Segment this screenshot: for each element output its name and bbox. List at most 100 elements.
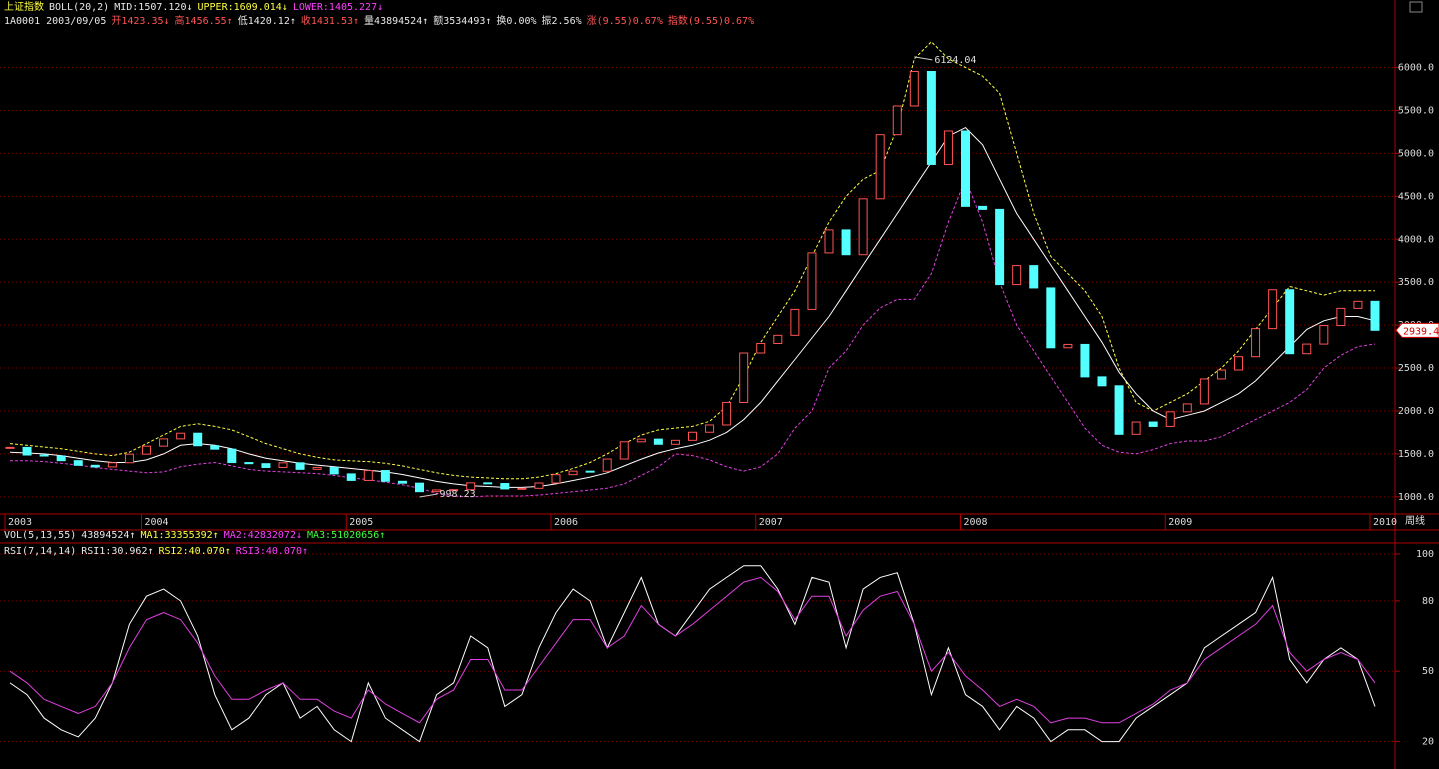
y-tick-label: 6000.0 xyxy=(1398,63,1434,74)
amplitude: 振2.56% xyxy=(541,16,582,27)
candle xyxy=(312,467,322,470)
volume: 量43894524↑ xyxy=(364,16,429,27)
candle xyxy=(1234,356,1243,371)
candle xyxy=(1046,287,1056,349)
annotation: 6124.04 xyxy=(934,55,976,66)
candle xyxy=(619,441,629,460)
y-tick-label: 2000.0 xyxy=(1398,406,1434,417)
candle xyxy=(124,453,134,464)
candle xyxy=(483,482,493,485)
candle xyxy=(380,470,390,482)
period: 周线 xyxy=(1405,516,1425,527)
x-tick-label: 2003 xyxy=(8,517,32,528)
y-tick-label: 4500.0 xyxy=(1398,191,1434,202)
annotation: 998.23 xyxy=(440,489,476,500)
candle xyxy=(892,105,902,136)
candle xyxy=(568,470,578,476)
candle xyxy=(534,482,544,489)
vol-name: VOL(5,13,55) xyxy=(4,530,77,541)
candle xyxy=(841,229,851,256)
candle xyxy=(107,462,117,468)
index-name: 上证指数 xyxy=(4,2,44,13)
candle xyxy=(1131,421,1141,435)
candle xyxy=(1353,300,1363,309)
candle xyxy=(39,454,49,457)
candle xyxy=(1148,421,1158,427)
mid: MID:1507.120↓ xyxy=(114,2,193,13)
y-tick-label: 5500.0 xyxy=(1398,105,1434,116)
close: 收1431.53↑ xyxy=(300,16,360,27)
candle xyxy=(1029,265,1039,289)
candle xyxy=(875,134,885,200)
candle xyxy=(346,473,356,481)
candle xyxy=(1097,376,1107,387)
candle xyxy=(1165,411,1175,427)
y-tick-label: 4000.0 xyxy=(1398,234,1434,245)
rsi-line xyxy=(9,565,1376,743)
amount: 额3534493↑ xyxy=(433,16,492,27)
y-tick-label: 3500.0 xyxy=(1398,277,1434,288)
vol-ma1: MA1:33355392↑ xyxy=(140,530,219,541)
y-tick-label: 1000.0 xyxy=(1398,492,1434,503)
candle xyxy=(551,474,561,484)
candle xyxy=(432,489,442,493)
candle xyxy=(961,130,970,207)
lower: LOWER:1405.227↓ xyxy=(292,2,384,13)
candle xyxy=(295,462,305,470)
x-tick-label: 2004 xyxy=(145,517,169,528)
candle xyxy=(56,455,66,462)
last-price-tag xyxy=(1395,322,1439,338)
candle xyxy=(1216,369,1226,380)
y-tick-label: 20 xyxy=(1422,737,1434,748)
y-tick-label: 5000.0 xyxy=(1398,148,1434,159)
candle xyxy=(466,482,476,491)
candle xyxy=(1285,289,1295,355)
rsi1: RSI1:30.962↑ xyxy=(81,546,154,557)
candle xyxy=(807,252,817,310)
annotation-pointer xyxy=(419,493,438,498)
candle xyxy=(210,445,220,450)
band-lower xyxy=(10,177,1376,498)
candle xyxy=(142,445,151,455)
band-upper xyxy=(9,41,1375,480)
candle xyxy=(278,462,288,468)
candle xyxy=(1080,343,1090,378)
header-line2: 1A0001 2003/09/05 开1423.35↓ 高1456.55↑ 低1420… xyxy=(4,15,759,28)
candle xyxy=(1114,385,1124,435)
x-tick-label: 2010 xyxy=(1373,517,1397,528)
candle xyxy=(363,470,373,481)
candle xyxy=(943,130,953,165)
candle xyxy=(653,438,663,445)
candle xyxy=(790,308,800,336)
candle xyxy=(1370,300,1380,331)
x-tick-label: 2005 xyxy=(349,517,373,528)
candle xyxy=(227,448,237,464)
x-tick-label: 2007 xyxy=(759,517,783,528)
window-button xyxy=(1409,1,1423,13)
rsi3: RSI3:40.070↑ xyxy=(235,546,308,557)
y-tick-label: 100 xyxy=(1416,549,1434,560)
candle xyxy=(261,463,271,468)
candle xyxy=(824,229,834,254)
band-mid xyxy=(9,126,1376,488)
candle xyxy=(449,489,459,492)
candle xyxy=(397,480,407,484)
code-date: 1A0001 2003/09/05 xyxy=(4,16,107,27)
candle xyxy=(90,464,100,468)
candle xyxy=(978,205,988,210)
open: 开1423.35↓ xyxy=(111,16,170,27)
candle xyxy=(73,460,83,466)
candle xyxy=(739,352,749,403)
candle xyxy=(670,439,680,445)
candle xyxy=(722,401,732,426)
candle xyxy=(517,487,527,490)
x-tick-label: 2009 xyxy=(1168,517,1192,528)
vol-ma3: MA3:51020656↑ xyxy=(307,530,386,541)
y-tick-label: 1500.0 xyxy=(1398,449,1434,460)
candle xyxy=(244,462,254,465)
candle xyxy=(756,342,766,354)
candle xyxy=(5,446,15,449)
vol-value: 43894524↑ xyxy=(81,530,136,541)
